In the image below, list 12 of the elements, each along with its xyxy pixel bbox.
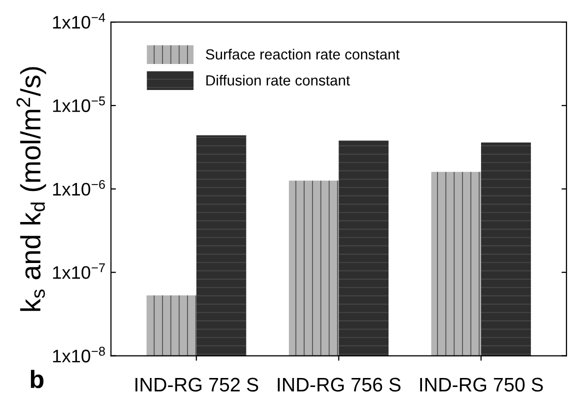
- y-axis-title: k$_{s}$ and k$_{d}$ (mol/m$^{2}$/s): [16, 67, 46, 311]
- x-tick-label: IND-RG 752 S: [135, 378, 258, 392]
- y-tick-label: 1x10$^{−4}$: [53, 13, 106, 29]
- y-tick-label: 1x10$^{−5}$: [53, 96, 105, 112]
- legend-label: Diffusion rate constant: [206, 74, 350, 86]
- x-tick-label: IND-RG 750 S: [420, 378, 543, 392]
- y-tick-label: 1x10$^{−7}$: [53, 263, 105, 279]
- y-tick-label: 1x10$^{−8}$: [53, 346, 105, 362]
- x-tick-label: IND-RG 756 S: [278, 378, 400, 392]
- y-tick-label: 1x10$^{−6}$: [53, 180, 105, 196]
- legend-label: Surface reaction rate constant: [206, 48, 400, 60]
- text: b: [30, 370, 44, 388]
